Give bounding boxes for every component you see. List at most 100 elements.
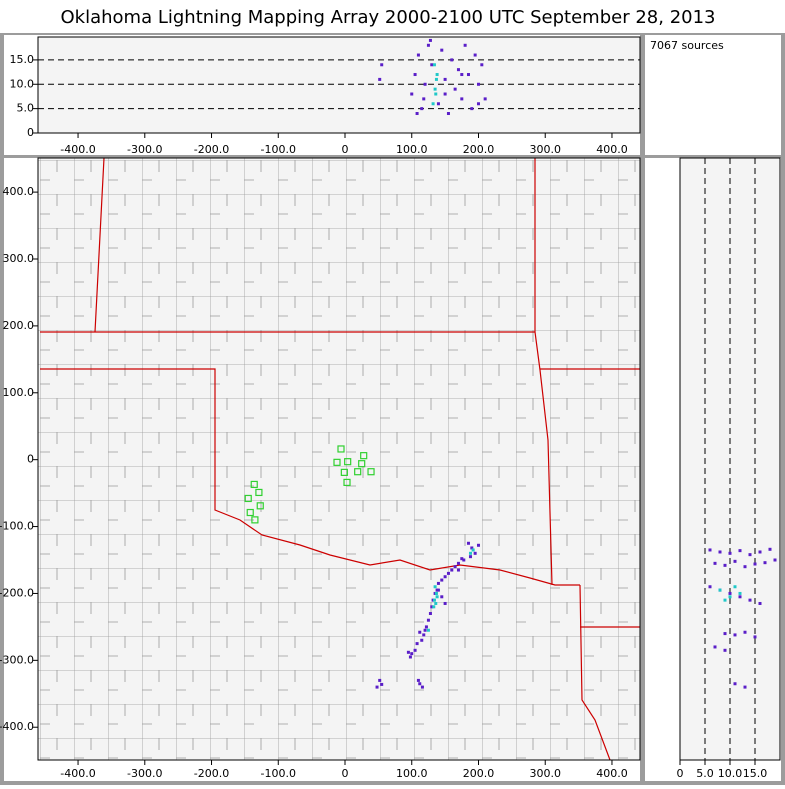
source-point [483,97,487,101]
plots: -400.0 -300.0 -200.0 -100.0 0 100.0 200.0 300.0… [0,36,781,780]
source-point [432,63,436,67]
source-point [463,43,467,47]
source-point [470,546,474,550]
source-point [432,598,436,602]
source-point [476,102,480,106]
source-point [460,557,464,561]
y-tick-label: -400.0 [0,720,34,733]
x-tick-label: 15.0 [743,767,768,780]
source-point [466,541,470,545]
x-tick-label: -200.0 [194,767,229,780]
source-point [378,678,382,682]
source-point [426,43,430,47]
source-point [748,553,752,557]
station [367,468,375,476]
source-point [378,77,382,81]
x-tick-label: 100.0 [396,143,428,156]
source-point [708,585,712,589]
source-point [443,575,447,579]
title-bar [0,0,785,33]
source-point [416,678,420,682]
source-point [470,107,474,111]
station [333,458,341,466]
source-point [434,601,438,605]
x-tick-label: 10.0 [718,767,743,780]
source-point [733,559,737,563]
x-tick-label: -300.0 [127,143,162,156]
station [337,445,345,453]
source-point [480,63,484,67]
x-tick-label: -100.0 [261,143,296,156]
title: Oklahoma Lightning Mapping Array 2000-21… [61,7,716,28]
station [343,478,351,487]
x-tick-label: 0 [677,767,684,780]
source-point [446,571,450,575]
source-count: 7067 sources [650,39,724,52]
source-point [418,630,422,634]
source-point [380,682,384,686]
x-tick-label: -300.0 [127,767,162,780]
source-point [738,549,742,553]
source-point [713,561,717,565]
source-point [723,598,727,602]
source-point [446,112,450,116]
source-point [413,73,417,77]
plot-border [37,157,641,761]
station [358,460,366,468]
x-tick-label: 5.0 [696,767,714,780]
top-plot-area [38,37,640,133]
source-point [713,645,717,649]
x-tick-label: 300.0 [529,767,561,780]
source-point [462,558,466,562]
source-point [375,685,379,689]
y-tick-label: 300.0 [3,252,35,265]
source-point [416,53,420,57]
source-point [420,107,424,111]
source-point [436,581,440,585]
source-point [436,588,440,592]
source-point [718,588,722,592]
source-point [471,548,475,552]
station [244,494,252,503]
source-point [763,561,767,565]
source-point [473,53,477,57]
source-point [430,605,434,609]
source-point [426,618,430,622]
source-point [460,73,464,77]
x-tick-label: -200.0 [194,143,229,156]
x-tick-label: 400.0 [596,143,628,156]
x-tick-label: 100.0 [396,767,428,780]
source-point [758,601,762,605]
source-point [450,58,454,62]
source-point [456,68,460,72]
source-point [422,97,426,101]
source-point [473,551,477,555]
x-tick-label: 200.0 [463,143,495,156]
source-point [443,92,447,96]
y-tick-label: 5.0 [17,102,35,115]
station [360,452,368,460]
source-point [433,87,437,91]
source-point [443,77,447,81]
state-borders [40,158,640,760]
source-point [456,561,460,565]
source-point [420,638,424,642]
station [354,468,362,476]
y-tick-label: -200.0 [0,586,34,599]
source-point [418,682,422,686]
source-point [460,97,464,101]
y-tick-label: 0 [27,453,34,466]
x-tick-label: 400.0 [596,767,628,780]
source-point [758,550,762,554]
source-point [476,543,480,547]
y-tick-label: 200.0 [3,319,35,332]
y-tick-label: 100.0 [3,386,35,399]
source-point [440,578,444,582]
source-point [743,565,747,569]
source-point [468,551,472,555]
source-point [728,551,732,555]
source-point [443,601,447,605]
y-tick-label: 15.0 [10,53,35,66]
